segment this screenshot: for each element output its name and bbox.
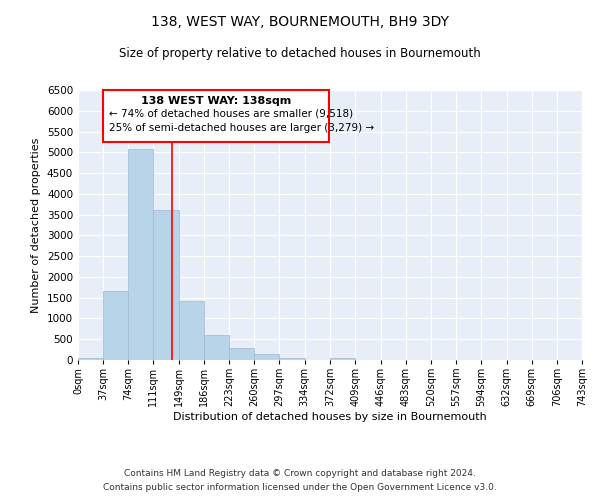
Text: ← 74% of detached houses are smaller (9,518): ← 74% of detached houses are smaller (9,… bbox=[109, 108, 353, 118]
FancyBboxPatch shape bbox=[103, 90, 329, 142]
Bar bbox=[128, 149, 153, 360]
Text: 138 WEST WAY: 138sqm: 138 WEST WAY: 138sqm bbox=[141, 96, 291, 106]
Bar bbox=[229, 348, 254, 360]
Text: Size of property relative to detached houses in Bournemouth: Size of property relative to detached ho… bbox=[119, 48, 481, 60]
Text: 25% of semi-detached houses are larger (3,279) →: 25% of semi-detached houses are larger (… bbox=[109, 123, 374, 133]
X-axis label: Distribution of detached houses by size in Bournemouth: Distribution of detached houses by size … bbox=[173, 412, 487, 422]
Bar bbox=[103, 292, 128, 360]
Bar bbox=[179, 300, 204, 360]
Bar bbox=[153, 210, 179, 360]
Text: Contains HM Land Registry data © Crown copyright and database right 2024.: Contains HM Land Registry data © Crown c… bbox=[124, 468, 476, 477]
Bar bbox=[78, 358, 103, 360]
Bar bbox=[280, 358, 305, 360]
Text: Contains public sector information licensed under the Open Government Licence v3: Contains public sector information licen… bbox=[103, 484, 497, 492]
Bar bbox=[204, 334, 229, 360]
Y-axis label: Number of detached properties: Number of detached properties bbox=[31, 138, 41, 312]
Bar bbox=[254, 354, 280, 360]
Bar bbox=[331, 358, 355, 360]
Text: 138, WEST WAY, BOURNEMOUTH, BH9 3DY: 138, WEST WAY, BOURNEMOUTH, BH9 3DY bbox=[151, 15, 449, 29]
